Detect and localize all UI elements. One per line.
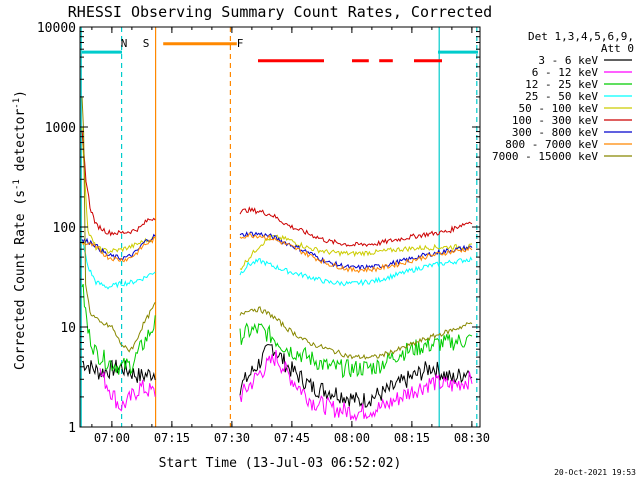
x-axis-label: Start Time (13-Jul-03 06:52:02) <box>159 456 402 471</box>
series-line-100-300kev-1 <box>239 206 473 248</box>
legend-label-800-7000kev: 800 - 7000 keV <box>505 138 598 151</box>
x-tick-label: 07:30 <box>214 431 250 445</box>
detectors-label: Det 1,3,4,5,6,9, <box>528 30 634 43</box>
series-line-12-25kev-1 <box>239 322 473 379</box>
legend-label-3-6kev: 3 - 6 keV <box>538 54 598 67</box>
x-tick-label: 07:45 <box>274 431 310 445</box>
y-tick-label: 10000 <box>37 21 76 36</box>
legend-label-25-50kev: 25 - 50 keV <box>525 90 598 103</box>
attenuator-label: Att 0 <box>601 42 634 55</box>
x-tick-label: 08:00 <box>334 431 370 445</box>
y-axis-label: Corrected Count Rate (s-1 detector-1) <box>12 90 28 370</box>
annotation-n: N <box>121 37 128 50</box>
annotation-s: S <box>143 37 150 50</box>
legend-label-50-100kev: 50 - 100 keV <box>519 102 599 115</box>
series-line-800-7000kev-1 <box>239 232 473 274</box>
chart-title: RHESSI Observing Summary Count Rates, Co… <box>68 3 492 21</box>
legend-label-7000-15000kev: 7000 - 15000 keV <box>492 150 598 163</box>
series-line-50-100kev-0 <box>81 126 156 254</box>
series-line-25-50kev-0 <box>81 241 156 290</box>
series-line-25-50kev-1 <box>239 256 473 287</box>
y-tick-label: 100 <box>53 221 76 236</box>
x-tick-label: 07:15 <box>154 431 190 445</box>
legend-label-100-300kev: 100 - 300 keV <box>512 114 598 127</box>
series-line-6-12kev-0 <box>99 368 156 412</box>
x-tick-label: 08:15 <box>394 431 430 445</box>
legend-label-12-25kev: 12 - 25 keV <box>525 78 598 91</box>
series-line-3-6kev-1 <box>239 343 473 409</box>
y-tick-label: 10 <box>60 321 76 336</box>
series-line-7000-15000kev-1 <box>239 306 473 360</box>
annotation-f: F <box>237 37 244 50</box>
timestamp: 20-Oct-2021 19:53 <box>554 468 636 477</box>
y-tick-label: 1000 <box>45 121 76 136</box>
x-tick-label: 08:30 <box>454 431 490 445</box>
legend-label-300-800kev: 300 - 800 keV <box>512 126 598 139</box>
axis-ticks: 07:00 07:15 07:30 07:45 08:00 08:15 08:30 1 10 10… <box>37 21 490 445</box>
series-line-300-800kev-0 <box>81 233 156 261</box>
series-line-100-300kev-0 <box>81 130 156 237</box>
x-tick-label: 07:00 <box>94 431 130 445</box>
y-tick-label: 1 <box>68 421 76 436</box>
series-line-6-12kev-1 <box>239 350 473 422</box>
legend-label-6-12kev: 6 - 12 keV <box>532 66 599 79</box>
series-line-800-7000kev-0 <box>81 236 156 263</box>
series-line-7000-15000kev-0 <box>81 96 156 353</box>
series-line-12-25kev-0 <box>81 283 156 376</box>
